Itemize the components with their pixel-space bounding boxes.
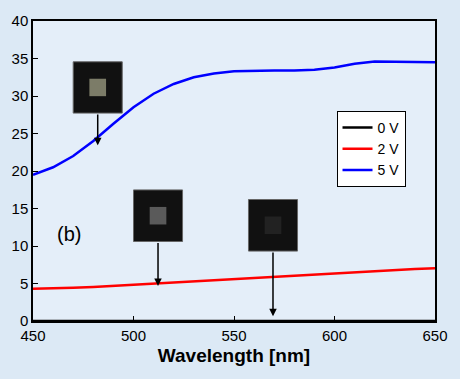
svg-text:2 V: 2 V	[378, 141, 400, 157]
svg-text:10: 10	[12, 237, 29, 254]
svg-text:550: 550	[221, 327, 246, 344]
svg-text:35: 35	[12, 50, 29, 67]
svg-text:0 V: 0 V	[378, 120, 400, 136]
svg-text:(b): (b)	[57, 223, 81, 245]
svg-text:40: 40	[12, 12, 29, 29]
svg-text:0: 0	[20, 312, 28, 329]
svg-text:600: 600	[322, 327, 347, 344]
svg-text:5 V: 5 V	[378, 162, 400, 178]
svg-text:500: 500	[121, 327, 146, 344]
svg-text:20: 20	[12, 162, 29, 179]
svg-text:5: 5	[20, 275, 28, 292]
svg-text:650: 650	[422, 327, 447, 344]
svg-text:25: 25	[12, 125, 29, 142]
svg-text:30: 30	[12, 87, 29, 104]
svg-text:15: 15	[12, 200, 29, 217]
svg-text:Wavelength [nm]: Wavelength [nm]	[158, 345, 310, 366]
svg-text:450: 450	[20, 327, 45, 344]
